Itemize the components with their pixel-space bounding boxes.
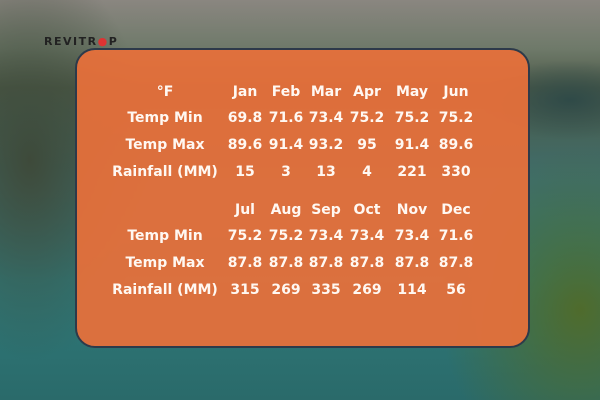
table-cell: 269 (352, 282, 382, 298)
climate-table-panel (75, 48, 530, 348)
month-header: Jun (443, 84, 469, 100)
table-cell: 335 (311, 282, 341, 298)
table-cell: 75.2 (349, 110, 385, 126)
month-header: Jan (232, 84, 258, 100)
table-cell: 87.8 (308, 255, 344, 271)
month-header: Jul (235, 202, 255, 218)
table-cell: 221 (397, 164, 427, 180)
table-cell: 73.4 (308, 228, 344, 244)
row-label: Temp Max (125, 255, 205, 271)
table-cell: 93.2 (308, 137, 344, 153)
month-header: Nov (396, 202, 428, 218)
table-cell: 71.6 (268, 110, 304, 126)
row-label: Rainfall (MM) (112, 164, 218, 180)
table-cell: 13 (316, 164, 336, 180)
table-cell: 91.4 (394, 137, 430, 153)
table-cell: 269 (271, 282, 301, 298)
month-header: Apr (353, 84, 381, 100)
table-cell: 87.8 (349, 255, 385, 271)
table-cell: 330 (441, 164, 471, 180)
row-label: Temp Min (127, 110, 203, 126)
table-cell: 87.8 (394, 255, 430, 271)
table-cell: 75.2 (394, 110, 430, 126)
month-header: Mar (310, 84, 342, 100)
table-cell: 73.4 (308, 110, 344, 126)
month-header: Aug (270, 202, 302, 218)
unit-label: °F (156, 84, 174, 100)
table-cell: 95 (357, 137, 377, 153)
table-cell: 315 (230, 282, 260, 298)
table-cell: 69.8 (227, 110, 263, 126)
table-cell: 87.8 (227, 255, 263, 271)
logo: REVITR●P (44, 35, 119, 48)
month-header: Dec (441, 202, 471, 218)
table-cell: 73.4 (349, 228, 385, 244)
month-header: Sep (311, 202, 341, 218)
row-label: Temp Max (125, 137, 205, 153)
table-cell: 87.8 (268, 255, 304, 271)
table-cell: 3 (281, 164, 291, 180)
table-cell: 75.2 (227, 228, 263, 244)
table-cell: 15 (235, 164, 255, 180)
table-cell: 89.6 (227, 137, 263, 153)
month-header: May (395, 84, 429, 100)
row-label: Rainfall (MM) (112, 282, 218, 298)
table-cell: 75.2 (268, 228, 304, 244)
table-cell: 114 (397, 282, 427, 298)
month-header: Oct (353, 202, 381, 218)
table-cell: 91.4 (268, 137, 304, 153)
table-cell: 89.6 (438, 137, 474, 153)
table-cell: 73.4 (394, 228, 430, 244)
table-cell: 87.8 (438, 255, 474, 271)
table-cell: 56 (446, 282, 466, 298)
table-cell: 75.2 (438, 110, 474, 126)
table-cell: 71.6 (438, 228, 474, 244)
month-header: Feb (271, 84, 301, 100)
table-cell: 4 (362, 164, 372, 180)
row-label: Temp Min (127, 228, 203, 244)
